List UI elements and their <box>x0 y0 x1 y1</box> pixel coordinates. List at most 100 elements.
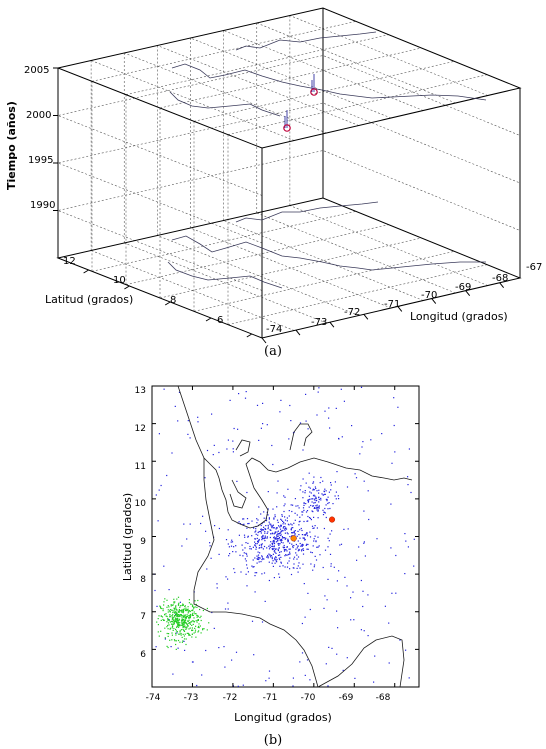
b-point <box>229 399 231 401</box>
b-point <box>236 480 238 482</box>
b-point <box>237 685 239 687</box>
b-point <box>160 615 162 617</box>
b-point <box>205 649 207 652</box>
b-point <box>309 679 311 681</box>
a-grid-line <box>91 211 356 272</box>
b-point <box>292 532 294 534</box>
b-point <box>293 545 295 547</box>
b-point <box>273 539 275 542</box>
b-point <box>195 636 197 638</box>
b-point <box>232 440 234 442</box>
b-point <box>318 496 320 498</box>
b-point <box>363 510 365 512</box>
b-point <box>315 505 317 507</box>
b-point <box>172 618 174 620</box>
b-point <box>172 619 174 621</box>
b-point <box>328 491 330 493</box>
b-point <box>297 550 299 552</box>
b-point <box>320 499 322 501</box>
b-point <box>171 632 173 634</box>
b-point <box>171 604 173 606</box>
b-point <box>227 608 229 610</box>
b-point <box>405 649 407 651</box>
b-point <box>260 513 262 515</box>
b-point <box>319 482 321 484</box>
b-point <box>297 540 299 542</box>
b-point <box>298 534 300 536</box>
b-point <box>271 562 273 564</box>
b-point <box>187 606 189 608</box>
b-point <box>251 565 253 567</box>
b-point <box>257 519 259 521</box>
b-point <box>258 540 260 542</box>
b-point <box>277 533 279 535</box>
b-point <box>249 548 251 550</box>
b-point <box>205 530 207 532</box>
b-point <box>346 657 348 659</box>
b-point <box>273 543 276 545</box>
b-point <box>241 544 243 546</box>
b-point <box>292 677 294 679</box>
b-point <box>289 542 291 544</box>
b-point <box>182 618 184 620</box>
b-point <box>162 610 164 612</box>
b-point <box>171 452 173 454</box>
b-point <box>259 552 261 554</box>
b-point <box>177 604 180 606</box>
b-point <box>288 510 290 512</box>
b-point <box>290 529 292 531</box>
b-point <box>307 500 310 502</box>
b-point <box>288 560 290 562</box>
b-point <box>407 476 409 478</box>
b-point <box>321 493 323 495</box>
b-point <box>391 592 393 594</box>
b-point <box>322 509 324 511</box>
a-grid-line <box>91 21 356 82</box>
a-xtick-mark <box>363 314 369 320</box>
a-ytick-6: 6 <box>217 315 223 326</box>
b-point <box>186 610 188 612</box>
b-point <box>238 534 240 536</box>
b-point <box>350 619 352 621</box>
b-point <box>267 508 269 510</box>
b-point <box>351 425 353 427</box>
b-point <box>181 622 183 624</box>
b-point <box>166 599 168 601</box>
b-point <box>323 491 325 493</box>
b-point <box>301 544 303 546</box>
b-point <box>198 625 200 627</box>
b-point <box>246 553 248 555</box>
b-point <box>169 616 171 618</box>
a-xtick-69: -69 <box>455 282 471 293</box>
b-point <box>203 628 205 630</box>
b-point <box>331 530 333 532</box>
b-point <box>335 407 337 409</box>
b-point <box>171 616 173 618</box>
a-ytick-mark <box>124 285 130 290</box>
b-point <box>312 505 315 507</box>
b-point <box>176 626 178 628</box>
b-point <box>178 602 180 604</box>
b-point <box>176 619 178 621</box>
b-point <box>175 606 177 608</box>
b-point <box>286 532 288 534</box>
b-point <box>280 562 282 564</box>
b-point <box>314 507 316 509</box>
b-point <box>308 486 310 488</box>
b-point <box>167 617 169 620</box>
b-point <box>187 624 189 626</box>
b-point <box>231 541 234 543</box>
b-point <box>242 524 244 526</box>
b-point <box>272 545 274 547</box>
b-point <box>280 525 282 527</box>
b-point <box>179 630 181 632</box>
b-point <box>346 486 349 488</box>
b-point <box>281 539 283 541</box>
b-point <box>186 609 188 611</box>
b-point <box>259 557 261 559</box>
b-point <box>327 685 329 687</box>
a-xtick-72: -72 <box>344 307 360 318</box>
b-point <box>311 510 313 512</box>
b-point <box>289 557 291 559</box>
b-point <box>293 530 295 532</box>
